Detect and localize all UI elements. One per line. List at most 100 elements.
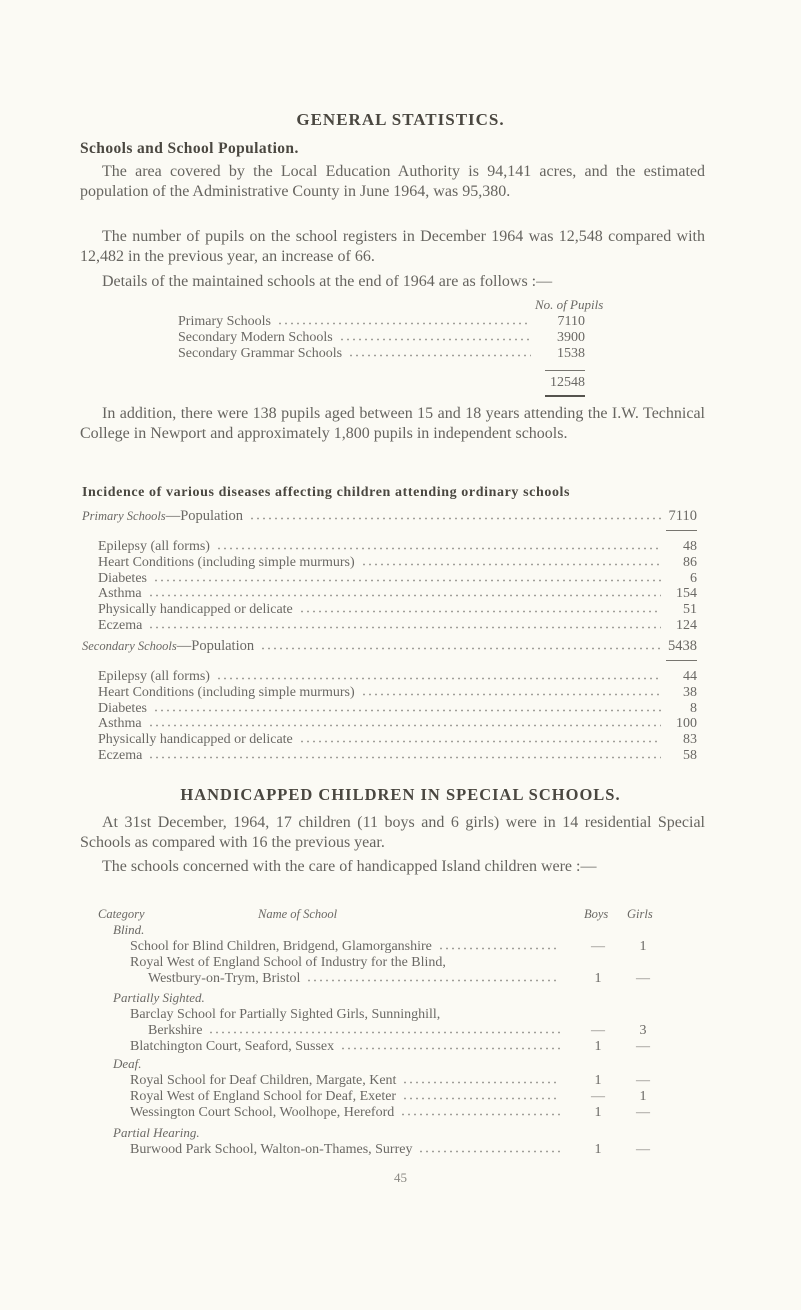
- girls-count: —: [630, 971, 656, 987]
- dot-leader: [348, 347, 531, 357]
- disease-label: Asthma: [98, 716, 142, 732]
- dot-leader: [402, 1073, 560, 1084]
- disease-row: Eczema 58: [98, 748, 697, 764]
- school-name: Royal School for Deaf Children, Margate,…: [130, 1072, 397, 1088]
- special-school-row: Blatchington Court, Seaford, Sussex: [130, 1039, 560, 1055]
- special-school-row: Wessington Court School, Woolhope, Heref…: [130, 1105, 560, 1121]
- handicap-category: Partially Sighted.: [113, 990, 205, 1005]
- boys-count: 1: [585, 1039, 611, 1055]
- disease-count: 6: [690, 570, 697, 586]
- boys-value: 1: [594, 1105, 602, 1121]
- dot-leader: [148, 619, 661, 629]
- pupil-count: 3900: [557, 330, 585, 345]
- girls-value: —: [636, 1038, 650, 1054]
- special-school-row: Berkshire: [148, 1023, 560, 1039]
- disease-label: Heart Conditions (including simple murmu…: [98, 554, 355, 570]
- pupil-count: 7110: [557, 314, 585, 329]
- population-row: Primary Schools —Population 7110: [82, 508, 697, 524]
- school-type-label: Secondary Modern Schools: [178, 330, 333, 345]
- subtotal-rule: [545, 370, 585, 371]
- special-school-row: Royal West of England School for Deaf, E…: [130, 1089, 560, 1105]
- population-value: 7110: [668, 508, 697, 524]
- disease-label: Epilepsy (all forms): [98, 539, 210, 554]
- girls-value: 3: [639, 1022, 647, 1038]
- school-type-label: Primary Schools: [178, 314, 271, 329]
- school-type-row: Primary Schools 7110: [178, 314, 585, 330]
- disease-label: Physically handicapped or delicate: [98, 602, 293, 618]
- boys-count: 1: [585, 971, 611, 987]
- boys-count: 1: [585, 1105, 611, 1121]
- boys-count: —: [585, 1023, 611, 1039]
- special-school-row: Westbury-on-Trym, Bristol: [148, 971, 560, 987]
- dot-leader: [298, 603, 661, 614]
- population-rule: [666, 530, 697, 531]
- disease-count: 8: [690, 700, 697, 716]
- disease-row: Diabetes 6: [98, 571, 697, 587]
- schools-total: 12548: [520, 375, 585, 391]
- school-name: Royal West of England School of Industry…: [130, 954, 446, 970]
- incidence-heading: Incidence of various diseases affecting …: [82, 485, 571, 500]
- paragraph-special-schools: At 31st December, 1964, 17 children (11 …: [80, 814, 705, 851]
- girls-value: —: [636, 1072, 650, 1088]
- disease-row: Physically handicapped or delicate 51: [98, 602, 697, 618]
- disease-count: 86: [683, 554, 697, 570]
- column-header-girls: Girls: [627, 907, 653, 921]
- column-header-boys: Boys: [584, 907, 609, 921]
- school-name: Burwood Park School, Walton-on-Thames, S…: [130, 1141, 413, 1157]
- school-name: School for Blind Children, Bridgend, Gla…: [130, 938, 432, 954]
- dot-leader: [147, 717, 661, 728]
- dot-leader: [152, 701, 661, 712]
- disease-label: Epilepsy (all forms): [98, 669, 210, 684]
- special-school-row: School for Blind Children, Bridgend, Gla…: [130, 939, 560, 955]
- boys-count: 1: [585, 1073, 611, 1089]
- girls-count: —: [630, 1105, 656, 1121]
- disease-label: Diabetes: [98, 700, 147, 716]
- column-header-name: Name of School: [258, 907, 338, 921]
- girls-count: —: [630, 1142, 656, 1158]
- disease-count: 124: [676, 618, 697, 633]
- girls-count: —: [630, 1039, 656, 1055]
- handicap-category: Blind.: [113, 922, 145, 937]
- handicapped-heading: HANDICAPPED CHILDREN IN SPECIAL SCHOOLS.: [180, 785, 621, 804]
- disease-row: Epilepsy (all forms) 48: [98, 539, 697, 555]
- girls-count: 3: [630, 1023, 656, 1039]
- handicap-category: Deaf.: [113, 1056, 142, 1071]
- population-label: —Population: [176, 638, 255, 654]
- population-value: 5438: [668, 638, 697, 654]
- population-label: —Population: [165, 508, 244, 524]
- disease-label: Asthma: [98, 586, 142, 602]
- girls-value: —: [636, 1105, 650, 1121]
- disease-count: 58: [683, 748, 697, 763]
- disease-count: 100: [676, 716, 697, 732]
- disease-row: Diabetes 8: [98, 701, 697, 717]
- dot-leader: [276, 315, 531, 325]
- total-rule: [545, 395, 585, 397]
- special-school-row: Royal West of England School of Industry…: [130, 955, 560, 971]
- disease-count: 154: [676, 586, 697, 602]
- disease-count: 83: [683, 732, 697, 748]
- boys-value: —: [591, 1022, 605, 1038]
- school-type-row: Secondary Grammar Schools 1538: [178, 346, 585, 362]
- disease-count: 48: [683, 539, 697, 554]
- school-name: Westbury-on-Trym, Bristol: [148, 970, 301, 986]
- dot-leader: [298, 733, 661, 744]
- dot-leader: [306, 971, 560, 982]
- school-name: Barclay School for Partially Sighted Gir…: [130, 1006, 441, 1022]
- page-title: GENERAL STATISTICS.: [296, 110, 505, 129]
- disease-label: Physically handicapped or delicate: [98, 732, 293, 748]
- disease-row: Eczema 124: [98, 618, 697, 634]
- paragraph-additional: In addition, there were 138 pupils aged …: [80, 405, 705, 442]
- population-row: Secondary Schools —Population 5438: [82, 638, 697, 654]
- boys-value: —: [591, 938, 605, 954]
- disease-row: Heart Conditions (including simple murmu…: [98, 685, 697, 701]
- dot-leader: [400, 1106, 560, 1117]
- boys-value: 1: [594, 1072, 602, 1088]
- girls-value: —: [636, 1141, 650, 1157]
- boys-value: 1: [594, 1141, 602, 1157]
- disease-row: Physically handicapped or delicate 83: [98, 732, 697, 748]
- dot-leader: [338, 331, 531, 341]
- pupils-column-header: No. of Pupils: [535, 297, 604, 312]
- school-type-row: Secondary Modern Schools 3900: [178, 330, 585, 346]
- girls-value: 1: [639, 938, 647, 954]
- total-value: 12548: [550, 375, 585, 390]
